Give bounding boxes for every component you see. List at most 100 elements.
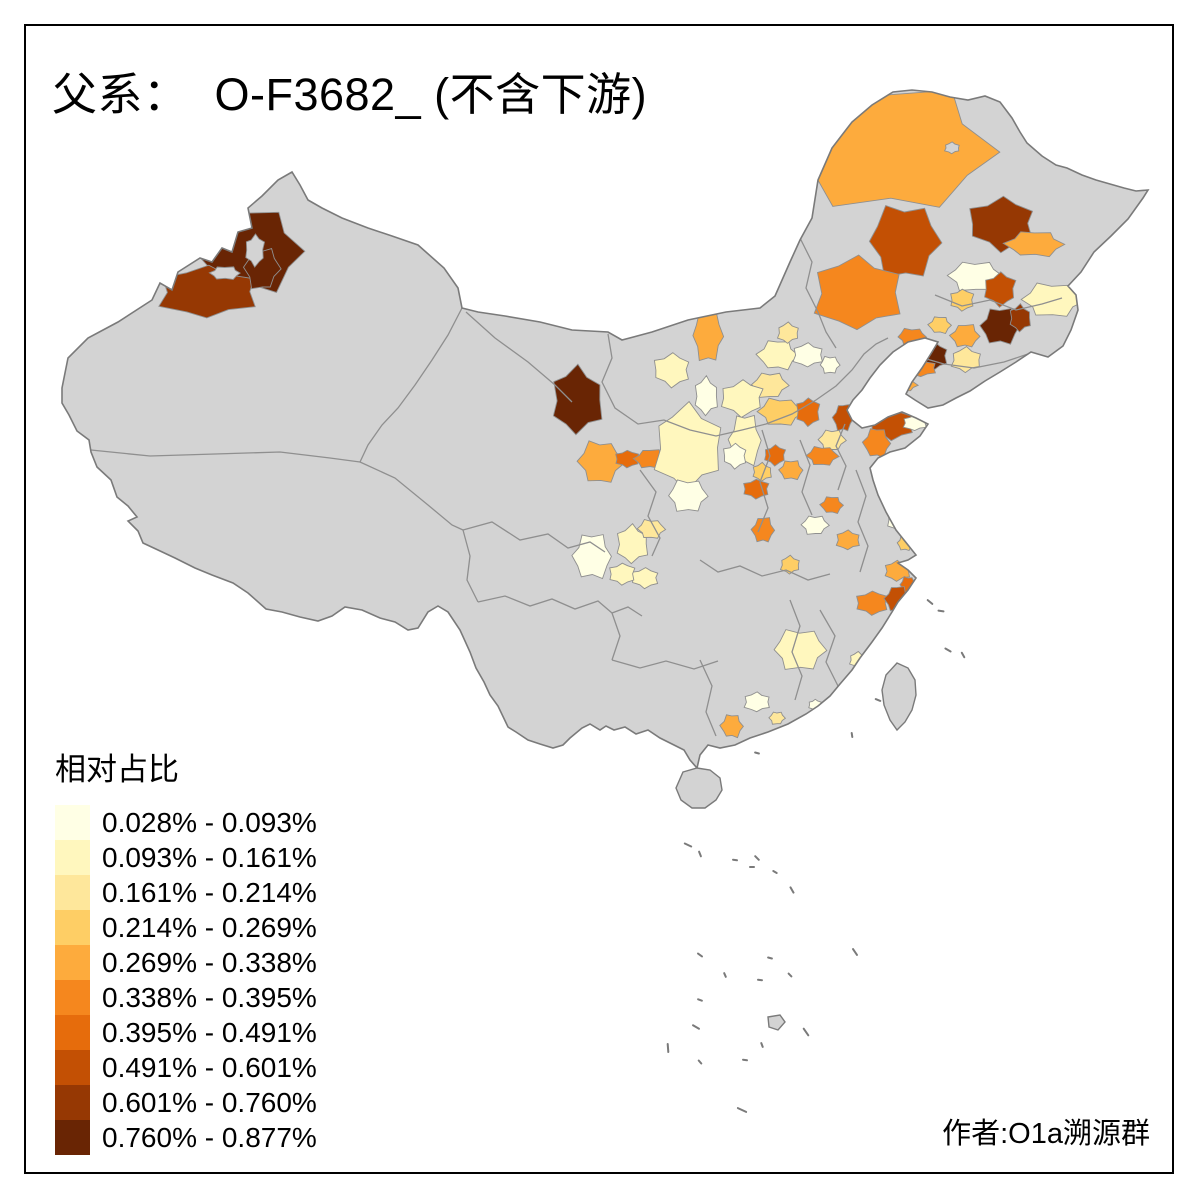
region-bin-0 [943,141,960,155]
region-bin-5 [835,529,860,551]
region-bin-0 [208,266,241,280]
legend-swatch [55,945,90,980]
region-bin-1 [694,374,718,417]
region-bin-10 [552,363,603,436]
province-border [359,461,464,531]
sea-island-mark [960,651,966,659]
region-bin-2 [616,523,649,565]
legend-swatch [55,910,90,945]
province-border [611,659,719,670]
province-border [699,659,717,737]
region-bin-2 [609,562,636,586]
legend-item: 0.269% - 0.338% [55,945,317,980]
province-border [757,429,771,533]
sea-island-mark [787,972,793,978]
legend-item: 0.395% - 0.491% [55,1015,317,1050]
island [675,767,723,809]
region-bin-5 [1002,231,1066,258]
legend-item: 0.760% - 0.877% [55,1120,317,1155]
region-bin-1 [668,479,709,512]
sea-island-mark [850,732,854,738]
legend-rows: 0.028% - 0.093% 0.093% - 0.161% 0.161% - 0… [55,805,317,1155]
province-border [359,307,463,463]
province-border [601,333,889,437]
region-bin-7 [764,444,787,467]
legend-swatch [55,1120,90,1155]
region-bin-4 [756,397,806,426]
legend-item: 0.161% - 0.214% [55,875,317,910]
region-bin-6 [819,496,845,515]
province-borders [90,237,1063,737]
sea-island-mark [874,698,882,702]
province-border [934,294,1063,311]
region-bin-5 [948,324,981,348]
legend-item: 0.601% - 0.760% [55,1085,317,1120]
legend-label: 0.161% - 0.214% [102,877,317,908]
legend-item: 0.491% - 0.601% [55,1050,317,1085]
china-outline [61,89,1150,770]
region-bin-5 [576,440,626,483]
region-bin-0 [245,233,266,268]
sea-island-mark [789,886,795,894]
region-bin-3 [636,518,667,539]
page-title: 父系： O-F3682_ (不含下游) [52,69,648,120]
island [767,1014,786,1031]
region-bin-1 [800,515,831,535]
region-bin-2 [773,629,828,670]
sea-island-mark [926,599,934,605]
region-bin-9 [1009,303,1031,333]
legend-label: 0.760% - 0.877% [102,1122,317,1153]
sea-island-mark [697,1059,703,1065]
region-bin-1 [819,355,841,374]
province-border [639,469,661,557]
sea-island-mark [723,972,727,978]
region-bin-2 [720,379,764,419]
region-bin-6 [856,590,889,616]
sea-island-mark [692,1024,700,1030]
region-bin-7 [743,478,770,500]
province-border [855,469,869,573]
sea-island-mark [754,855,760,861]
region-bin-7 [615,449,640,469]
province-border [699,559,831,581]
province-border [465,311,573,403]
region-bin-6 [813,254,901,331]
region-bin-8 [984,271,1017,308]
sea-island-mark [852,948,858,956]
region-bin-4 [950,288,975,312]
legend-label: 0.601% - 0.760% [102,1087,317,1118]
legend-item: 0.338% - 0.395% [55,980,317,1015]
province-border [915,353,1029,369]
legend-title: 相对占比 [55,752,179,787]
legend-swatch [55,805,90,840]
sea-island-mark [802,1027,810,1037]
legend-label: 0.028% - 0.093% [102,807,317,838]
region-bin-2 [1020,282,1086,317]
region-bin-6 [750,517,776,543]
sea-island-mark [732,858,738,862]
province-border [789,599,803,701]
legend-label: 0.338% - 0.395% [102,982,317,1013]
sea-island-marks [666,599,966,1113]
region-bin-4 [927,316,953,335]
sea-island-mark [767,956,773,960]
sea-island-mark [772,870,778,874]
province-border [799,237,837,349]
province-border [477,595,643,617]
sea-island-mark [760,1042,764,1048]
legend-swatch [55,980,90,1015]
sea-island-mark [698,850,702,858]
legend-swatch [55,1015,90,1050]
sea-island-mark [754,751,760,755]
sea-island-mark [742,1058,748,1062]
province-border [799,439,813,516]
region-bin-3 [768,711,787,725]
legend-label: 0.093% - 0.161% [102,842,317,873]
province-border [835,423,847,491]
legend-item: 0.093% - 0.161% [55,840,317,875]
legend-label: 0.269% - 0.338% [102,947,317,978]
sea-island-mark [944,647,952,653]
sea-island-mark [736,1107,748,1113]
legend-swatch [55,840,90,875]
